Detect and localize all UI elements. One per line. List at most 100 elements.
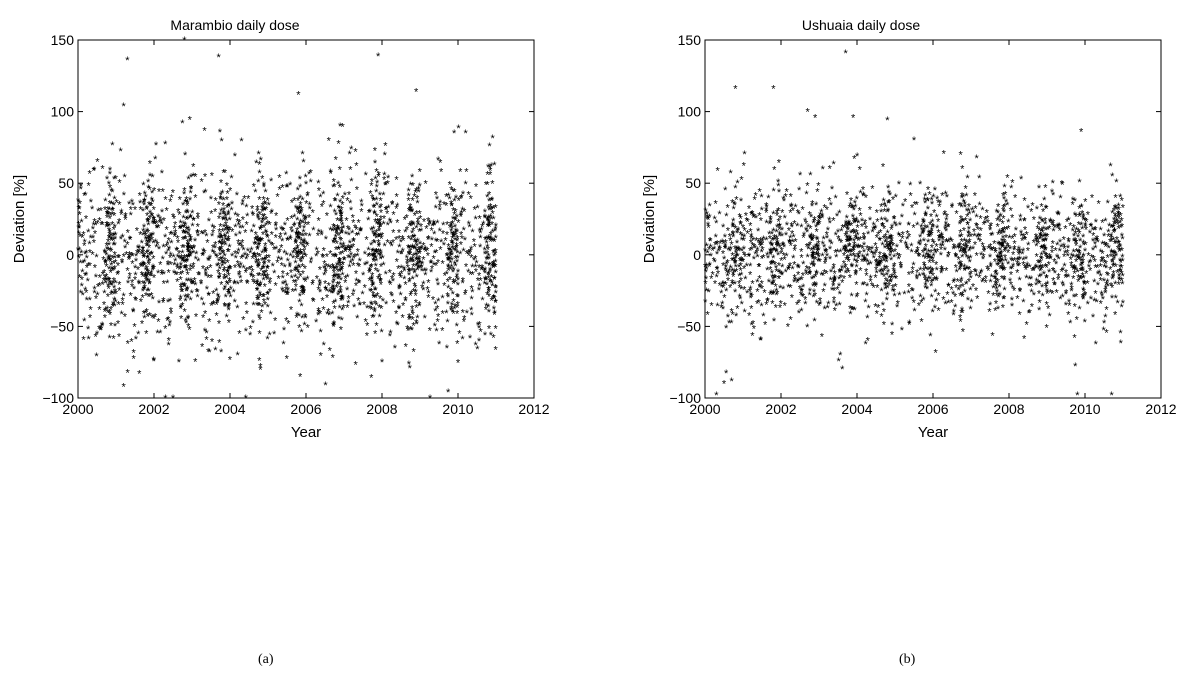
data-point: *	[463, 289, 468, 301]
data-point: *	[327, 135, 332, 147]
data-point: *	[355, 251, 360, 263]
data-point: *	[868, 244, 873, 256]
data-point: *	[1018, 216, 1023, 228]
data-point: *	[299, 327, 304, 339]
chart-a-xlabel: Year	[291, 424, 321, 441]
data-point: *	[1041, 242, 1046, 254]
data-point: *	[792, 273, 797, 285]
data-point: *	[316, 178, 321, 190]
data-point: *	[866, 229, 871, 241]
data-point: *	[322, 258, 327, 270]
data-point: *	[1086, 250, 1091, 262]
data-point: *	[237, 329, 242, 341]
data-point: *	[751, 318, 756, 330]
data-point: *	[1114, 177, 1119, 189]
data-point: *	[1096, 199, 1101, 211]
data-point: *	[417, 263, 422, 275]
data-point: *	[1026, 245, 1031, 257]
data-point: *	[942, 149, 947, 161]
data-point: *	[412, 281, 417, 293]
data-point: *	[991, 291, 996, 303]
data-point: *	[494, 288, 499, 300]
data-point: *	[1120, 302, 1125, 314]
y-tick-label: 50	[58, 175, 74, 191]
data-point: *	[487, 217, 492, 229]
data-point: *	[82, 191, 87, 203]
chart-b-svg: Ushuaia daily dose * ** *************** ***…	[630, 0, 1194, 450]
data-point: *	[135, 226, 140, 238]
data-point: *	[828, 237, 833, 249]
data-point: *	[1081, 238, 1086, 250]
data-point: *	[332, 268, 337, 280]
data-point: *	[227, 289, 232, 301]
data-point: *	[781, 194, 786, 206]
data-point: *	[1083, 196, 1088, 208]
data-point: *	[752, 254, 757, 266]
data-point: *	[184, 198, 189, 210]
data-point: *	[730, 251, 735, 263]
data-point: *	[379, 214, 384, 226]
data-point: *	[853, 198, 858, 210]
data-point: *	[854, 270, 859, 282]
data-point: *	[870, 184, 875, 196]
x-tick-label: 2010	[1069, 401, 1100, 417]
data-point: *	[417, 299, 422, 311]
data-point: *	[1114, 293, 1119, 305]
data-point: *	[959, 202, 964, 214]
data-point: *	[370, 312, 375, 324]
data-point: *	[223, 168, 228, 180]
data-point: *	[1006, 259, 1011, 271]
data-point: *	[456, 300, 461, 312]
data-point: *	[818, 299, 823, 311]
data-point: *	[237, 217, 242, 229]
data-point: *	[295, 250, 300, 262]
data-point: *	[832, 159, 837, 171]
data-point: *	[757, 274, 762, 286]
data-point: *	[946, 249, 951, 261]
data-point: *	[973, 239, 978, 251]
data-point: *	[703, 297, 708, 309]
data-point: *	[490, 178, 495, 190]
data-point: *	[964, 264, 969, 276]
data-point: *	[81, 334, 86, 346]
data-point: *	[455, 321, 460, 333]
data-point: *	[881, 162, 886, 174]
data-point: *	[410, 266, 415, 278]
data-point: *	[776, 206, 781, 218]
data-point: *	[221, 209, 226, 221]
data-point: *	[355, 185, 360, 197]
data-point: *	[750, 209, 755, 221]
data-point: *	[107, 308, 112, 320]
data-point: *	[919, 317, 924, 329]
data-point: *	[120, 300, 125, 312]
x-tick-label: 2006	[290, 401, 321, 417]
data-point: *	[861, 185, 866, 197]
data-point: *	[354, 161, 359, 173]
data-point: *	[861, 243, 866, 255]
data-point: *	[1018, 286, 1023, 298]
data-point: *	[491, 133, 496, 145]
data-point: *	[907, 220, 912, 232]
data-point: *	[749, 304, 754, 316]
data-point: *	[107, 179, 112, 191]
data-point: *	[1017, 309, 1022, 321]
data-point: *	[1076, 267, 1081, 279]
data-point: *	[717, 209, 722, 221]
data-point: *	[882, 320, 887, 332]
data-point: *	[91, 220, 96, 232]
data-point: *	[90, 249, 95, 261]
data-point: *	[384, 269, 389, 281]
data-point: *	[336, 139, 341, 151]
data-point: *	[738, 211, 743, 223]
data-point: *	[990, 331, 995, 343]
data-point: *	[296, 274, 301, 286]
data-point: *	[1110, 274, 1115, 286]
data-point: *	[494, 344, 499, 356]
data-point: *	[300, 149, 305, 161]
data-point: *	[121, 382, 126, 394]
data-point: *	[248, 330, 253, 342]
data-point: *	[1015, 267, 1020, 279]
data-point: *	[437, 339, 442, 351]
data-point: *	[144, 265, 149, 277]
data-point: *	[189, 212, 194, 224]
